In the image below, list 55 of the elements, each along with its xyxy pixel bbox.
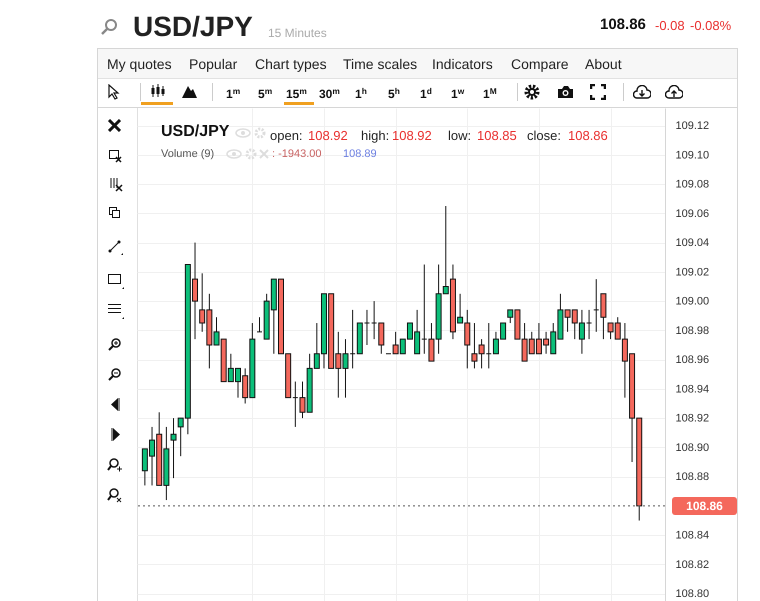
y-tick-label: 109.00 xyxy=(676,296,710,308)
annotation: 108.86 xyxy=(568,128,608,143)
text: 5$^{m}$ xyxy=(258,86,272,101)
text: About xyxy=(585,56,622,72)
annotation: 108.92 xyxy=(308,128,348,143)
annotation: Volume (9) xyxy=(161,148,214,160)
y-tick-label: 109.06 xyxy=(676,208,710,220)
chart-subtitle: 15 Minutes xyxy=(268,26,327,40)
y-tick-label: 108.98 xyxy=(676,324,710,337)
text: 1$^{m}$ xyxy=(226,86,240,101)
text: -0.08 xyxy=(655,18,685,33)
text: 1$^{h}$ xyxy=(355,86,367,101)
annotation: 108.89 xyxy=(343,148,377,160)
y-tick-label: 109.08 xyxy=(676,178,710,191)
annotation: 108.85 xyxy=(477,128,517,143)
y-tick-label: 108.80 xyxy=(676,588,710,600)
y-tick-label: 108.94 xyxy=(676,383,710,396)
candlestick xyxy=(170,418,177,479)
text: -0.08% xyxy=(690,18,732,33)
text: Popular xyxy=(189,56,238,72)
text: My quotes xyxy=(107,56,172,72)
text: 5$^{h}$ xyxy=(388,86,400,101)
text: 15$^{m}$ xyxy=(286,86,307,101)
y-tick-label: 108.88 xyxy=(676,471,710,484)
y-tick-label: 108.92 xyxy=(676,412,710,425)
annotation: open: xyxy=(270,128,303,143)
candlestick xyxy=(371,300,378,340)
y-tick-label: 109.12 xyxy=(676,120,710,132)
annotation: close: xyxy=(527,128,561,143)
text: 1$^{d}$ xyxy=(420,86,432,101)
text: 1$^{M}$ xyxy=(483,86,497,101)
chart-title: USD/JPY xyxy=(133,11,253,42)
ref-line-label: 108.86 xyxy=(672,496,737,515)
text: Compare xyxy=(511,56,569,72)
text: 1$^{w}$ xyxy=(451,86,464,101)
y-tick-label: 109.10 xyxy=(676,149,710,162)
y-tick-label: 108.96 xyxy=(676,354,710,366)
y-tick-label: 108.82 xyxy=(676,558,710,571)
annotation: USD/JPY xyxy=(161,123,230,140)
y-tick-label: 109.04 xyxy=(676,237,710,250)
text: Chart types xyxy=(255,56,327,72)
annotation: low: xyxy=(448,128,472,143)
annotation: 108.92 xyxy=(392,128,432,143)
text: Time scales xyxy=(343,56,418,72)
annotation: : -1943.00 xyxy=(272,148,322,160)
candlestick xyxy=(593,278,600,332)
candlestick xyxy=(600,293,606,340)
text: Indicators xyxy=(432,56,493,72)
y-tick-label: 108.90 xyxy=(676,442,710,454)
annotation: high: xyxy=(361,128,390,143)
y-tick-label: 109.02 xyxy=(676,266,710,278)
y-tick-label: 108.84 xyxy=(676,530,710,542)
text: 30$^{m}$ xyxy=(319,86,340,101)
text: 108.86 xyxy=(600,16,646,33)
candlestick xyxy=(378,322,384,354)
